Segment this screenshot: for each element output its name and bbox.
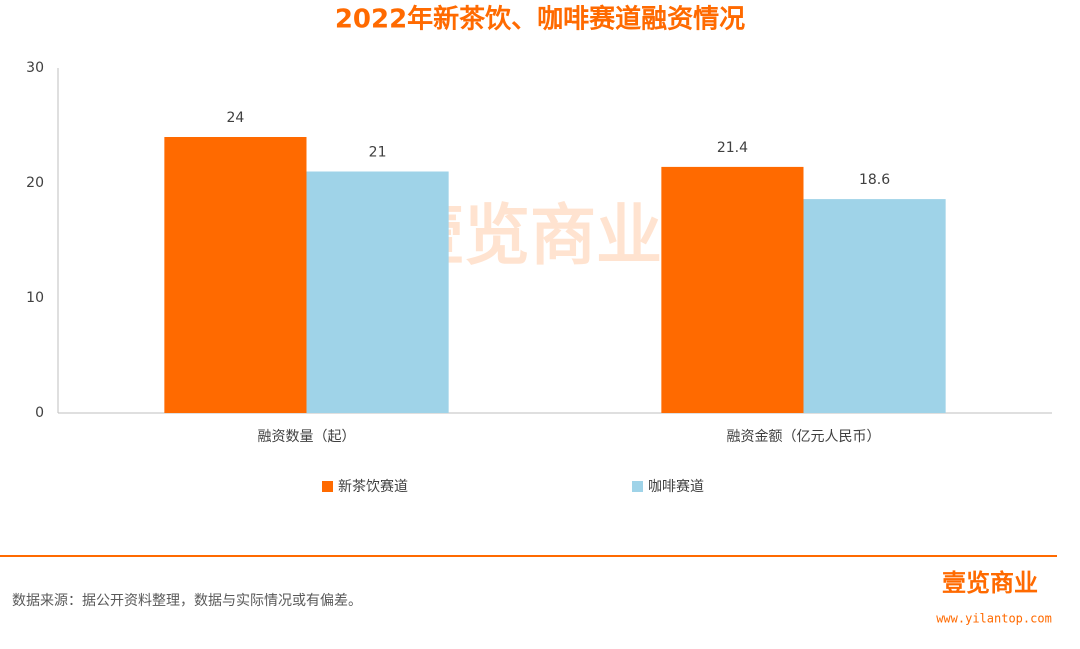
legend-swatch bbox=[322, 481, 333, 492]
x-tick-label: 融资金额（亿元人民币） bbox=[727, 429, 881, 445]
logo: 壹览商业 bbox=[942, 569, 1038, 597]
data-label: 21.4 bbox=[717, 140, 748, 156]
y-tick-label: 0 bbox=[35, 405, 44, 421]
url: www.yilantop.com bbox=[936, 612, 1052, 626]
data-label: 21 bbox=[369, 145, 387, 161]
y-tick-label: 10 bbox=[26, 290, 44, 306]
chart-title: 2022年新茶饮、咖啡赛道融资情况 bbox=[335, 4, 745, 35]
x-tick-label: 融资数量（起） bbox=[258, 429, 356, 445]
data-label: 18.6 bbox=[859, 172, 890, 188]
bar bbox=[803, 199, 946, 413]
y-tick-label: 20 bbox=[26, 175, 44, 191]
bar bbox=[661, 166, 804, 413]
legend-label: 新茶饮赛道 bbox=[338, 479, 408, 495]
data-label: 24 bbox=[227, 110, 245, 126]
legend-label: 咖啡赛道 bbox=[648, 479, 704, 495]
bar bbox=[164, 137, 307, 413]
legend-swatch bbox=[632, 481, 643, 492]
bar bbox=[306, 171, 449, 413]
y-tick-label: 30 bbox=[26, 60, 44, 76]
source-note: 数据来源：据公开资料整理，数据与实际情况或有偏差。 bbox=[12, 593, 362, 609]
